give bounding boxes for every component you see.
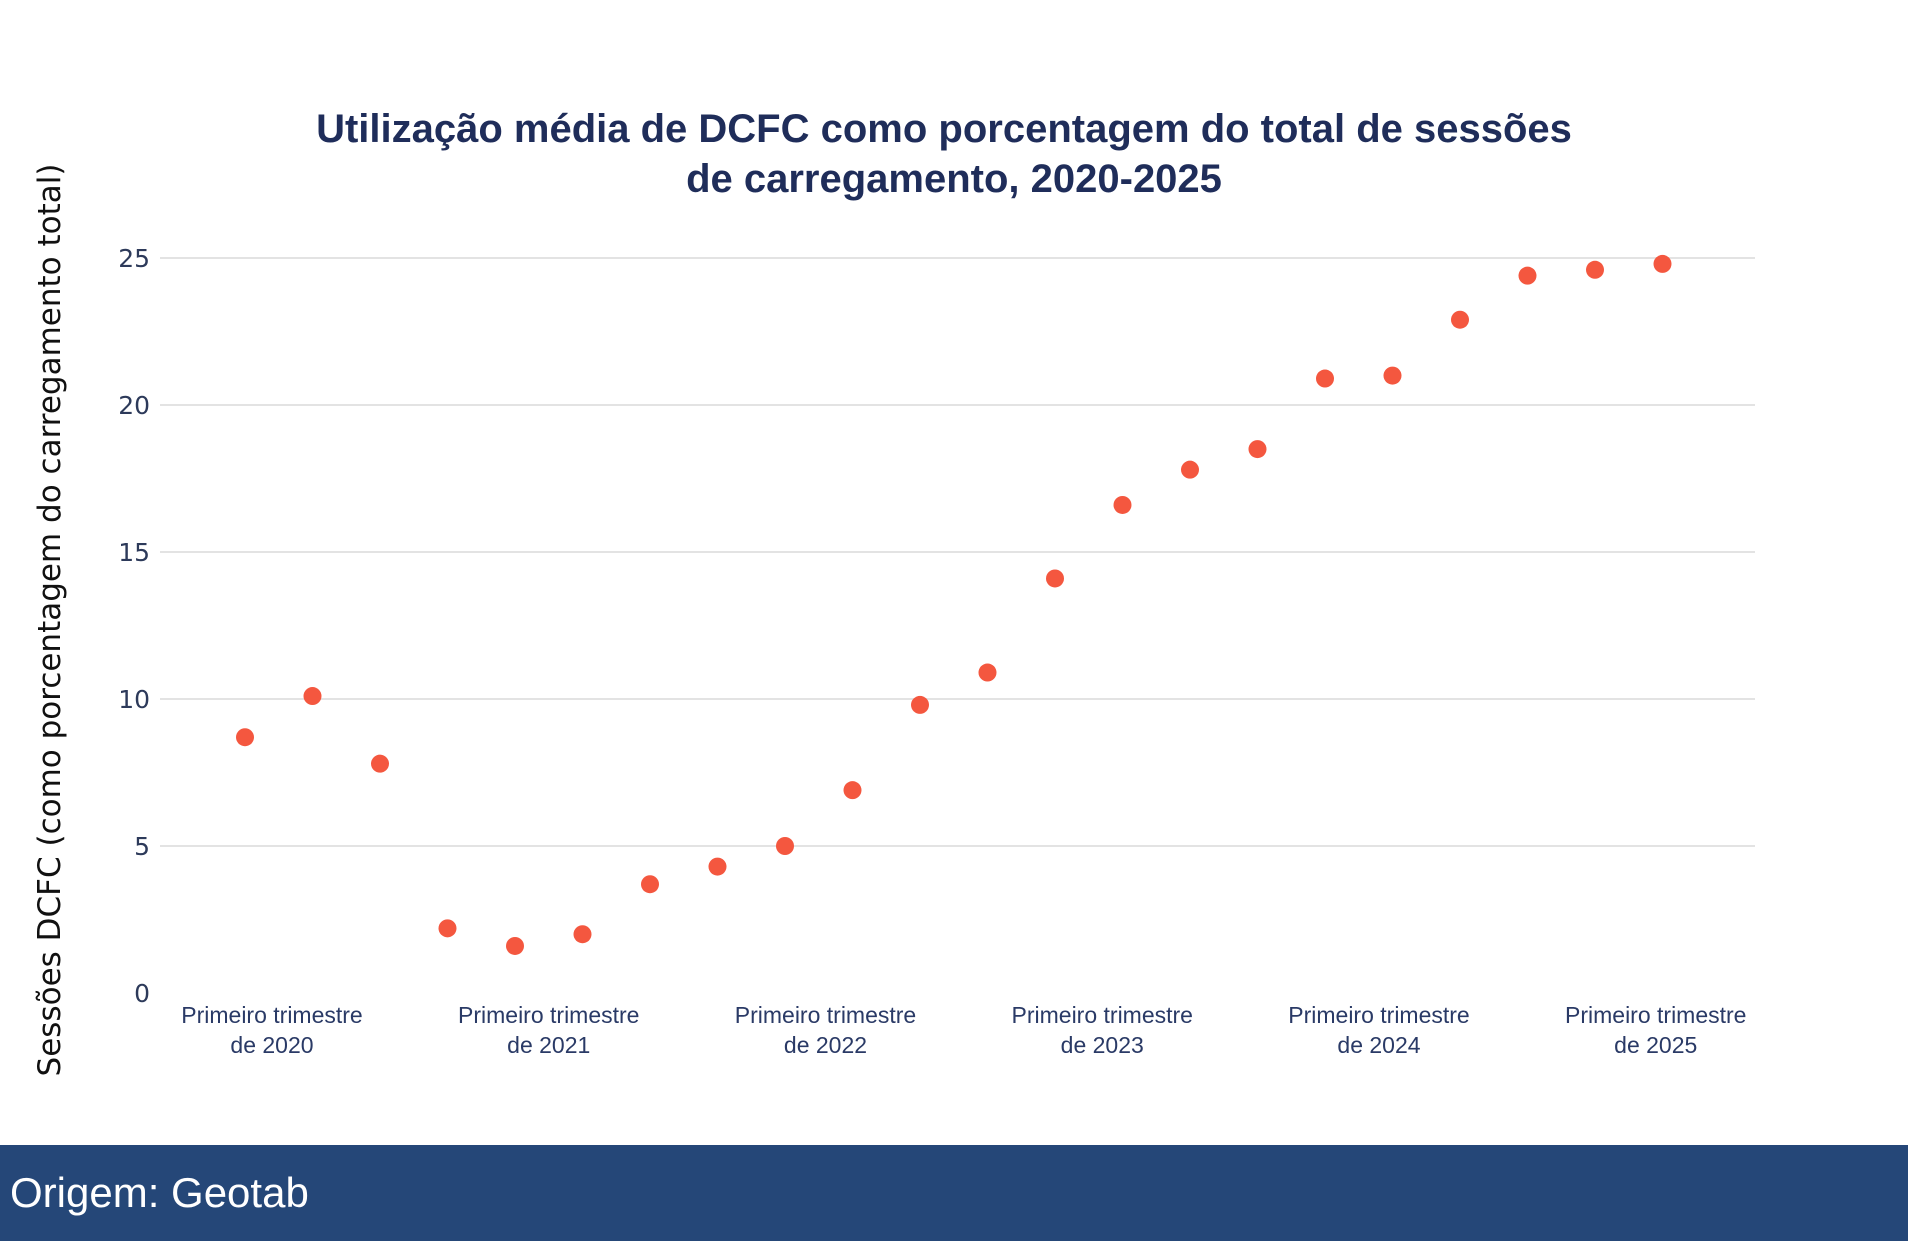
x-tick-label-line2: de 2022 <box>784 1032 867 1058</box>
y-tick-label: 10 <box>118 685 150 714</box>
data-point[interactable] <box>506 936 524 955</box>
y-axis-label: Sessões DCFC (como porcentagem do carreg… <box>32 164 68 1077</box>
x-tick-label-line2: de 2024 <box>1337 1032 1420 1058</box>
x-tick-label-line2: de 2023 <box>1061 1032 1144 1058</box>
source-label: Origem: Geotab <box>10 1169 309 1216</box>
y-tick-label: 25 <box>118 244 150 273</box>
data-point[interactable] <box>776 837 794 855</box>
x-tick-label-line2: de 2025 <box>1614 1032 1697 1058</box>
data-point[interactable] <box>438 919 457 938</box>
data-point[interactable] <box>978 663 997 682</box>
x-tick-label-line1: Primeiro trimestre <box>458 1002 639 1028</box>
chart-title-line-1: Utilização média de DCFC como porcentage… <box>316 107 1572 151</box>
y-tick-label: 5 <box>134 832 150 861</box>
x-tick-label-line1: Primeiro trimestre <box>735 1002 916 1028</box>
data-point[interactable] <box>1181 460 1199 479</box>
data-point[interactable] <box>303 687 322 706</box>
data-point[interactable] <box>641 875 659 894</box>
data-point[interactable] <box>1653 254 1672 273</box>
x-tick-label-line1: Primeiro trimestre <box>1012 1002 1193 1028</box>
data-point[interactable] <box>1316 369 1334 388</box>
chart-title-line-2: de carregamento, 2020-2025 <box>686 157 1222 201</box>
y-axis-ticks: 0 5 10 15 20 25 <box>118 244 150 1008</box>
data-point[interactable] <box>371 754 389 773</box>
data-point[interactable] <box>708 857 727 876</box>
x-tick-label-line1: Primeiro trimestre <box>1288 1002 1469 1028</box>
x-tick-label-line1: Primeiro trimestre <box>1565 1002 1746 1028</box>
footer-bar: Origem: Geotab <box>0 1145 1908 1241</box>
x-tick-label-line2: de 2021 <box>507 1032 590 1058</box>
data-point[interactable] <box>1248 440 1267 459</box>
data-point[interactable] <box>1383 366 1402 385</box>
y-tick-label: 20 <box>118 391 150 420</box>
data-point[interactable] <box>911 695 929 714</box>
data-point[interactable] <box>1113 495 1132 514</box>
data-point[interactable] <box>236 728 254 747</box>
data-point[interactable] <box>843 781 862 800</box>
data-point[interactable] <box>1451 310 1469 329</box>
data-point[interactable] <box>573 925 592 944</box>
x-axis-ticks: Primeiro trimestre de 2020 Primeiro trimes… <box>181 1002 1746 1058</box>
data-point[interactable] <box>1586 260 1604 279</box>
data-point[interactable] <box>1518 266 1537 285</box>
x-tick-label-line2: de 2020 <box>230 1032 313 1058</box>
x-tick-label-line1: Primeiro trimestre <box>181 1002 362 1028</box>
gridlines <box>160 257 1755 847</box>
data-points <box>236 254 1672 955</box>
data-point[interactable] <box>1046 569 1064 588</box>
y-tick-label: 0 <box>134 979 150 1008</box>
y-tick-label: 15 <box>118 538 150 567</box>
